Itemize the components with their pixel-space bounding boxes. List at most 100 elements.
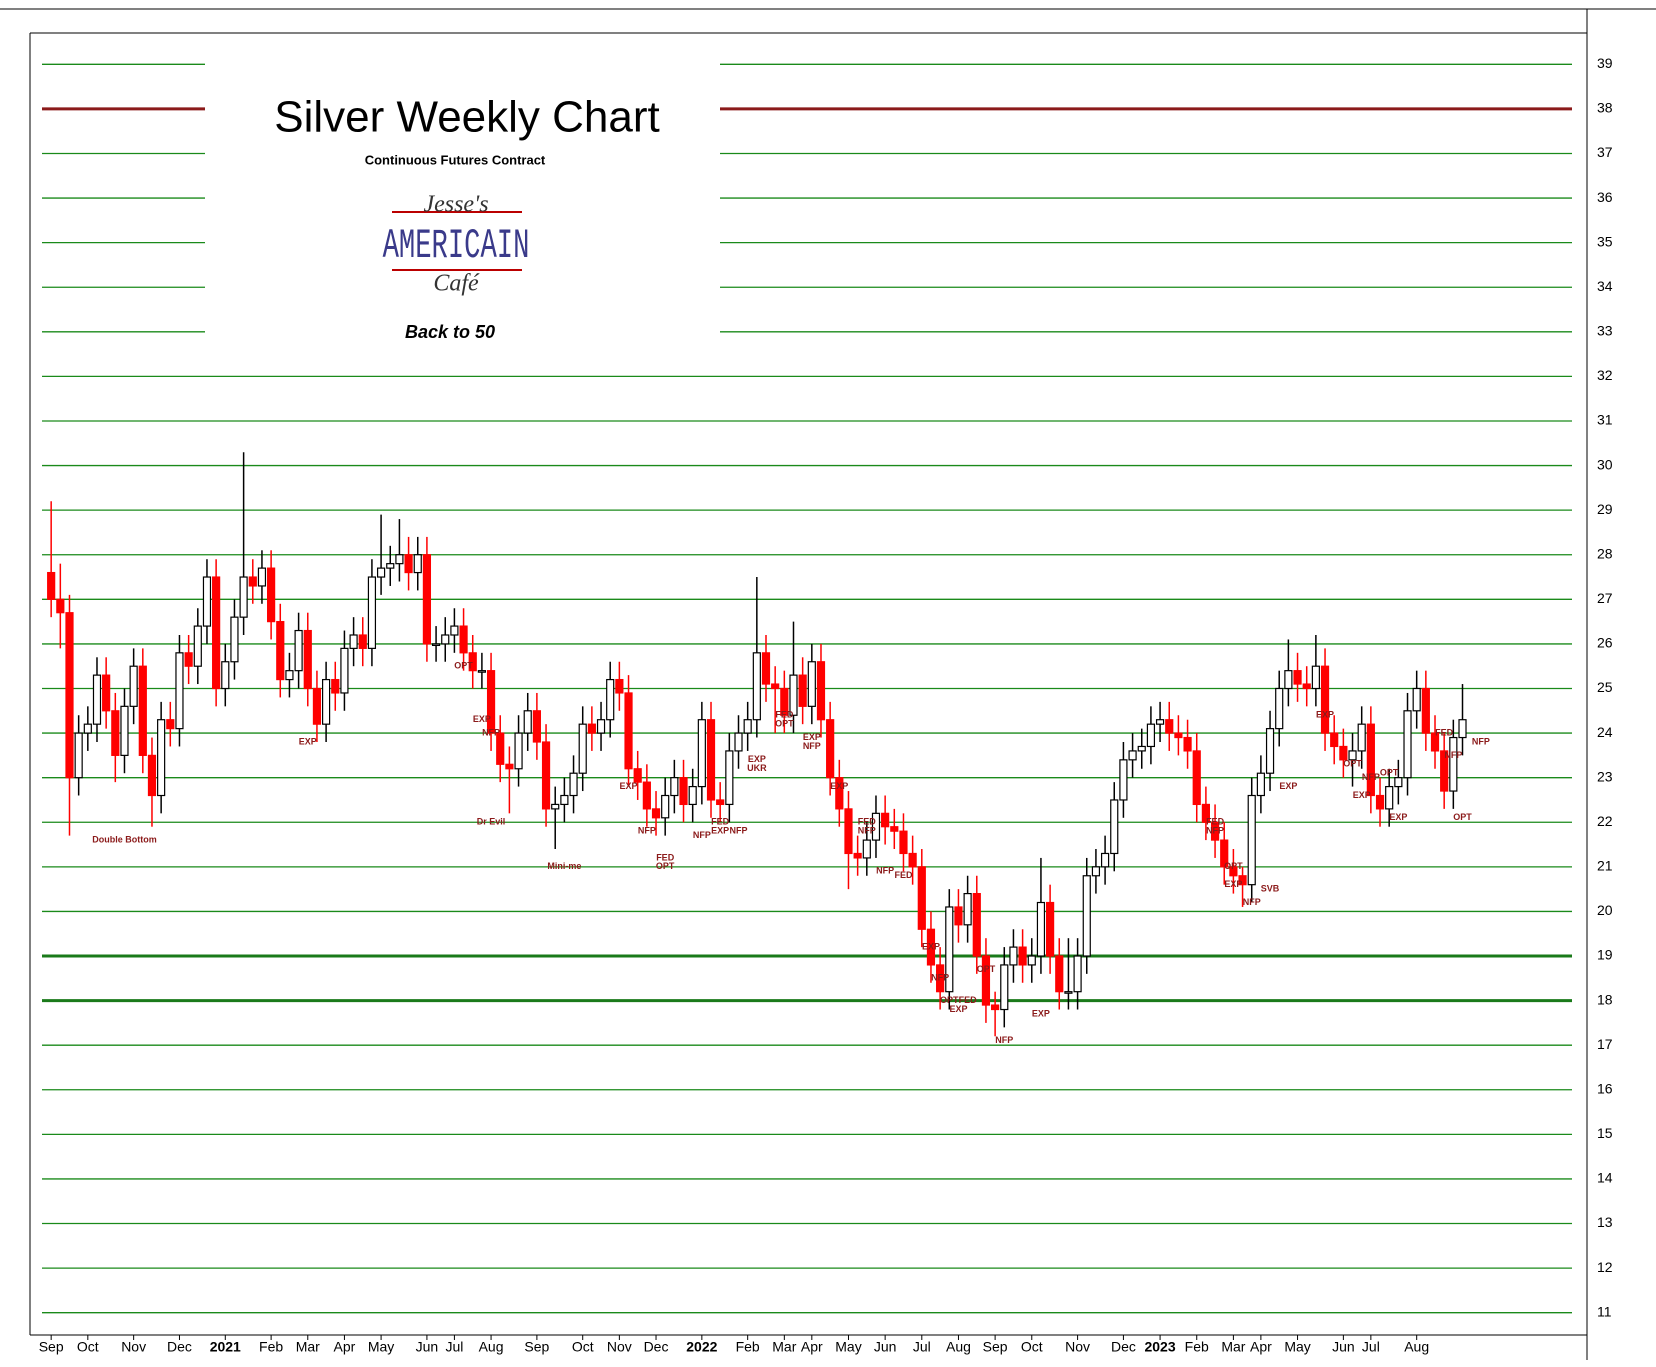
candle-body: [193, 625, 202, 667]
candle-body: [1073, 955, 1082, 993]
candle-body: [468, 652, 477, 672]
candle-body: [294, 629, 303, 672]
candle-body: [1027, 955, 1036, 966]
annotation: NFP: [1472, 736, 1490, 746]
annotation: EXP: [473, 714, 491, 724]
y-tick-label: 26: [1597, 635, 1613, 651]
annotation: EXP: [1316, 710, 1334, 720]
candle-body: [761, 652, 771, 685]
annotation: EXP: [1224, 879, 1242, 889]
candle-body: [1165, 719, 1174, 734]
x-tick-label: Sep: [524, 1339, 549, 1355]
annotation: EXP: [620, 781, 638, 791]
y-tick-label: 33: [1597, 323, 1613, 339]
candle-body: [230, 616, 239, 663]
candle-body: [1394, 777, 1403, 788]
candle-body: [1458, 719, 1467, 739]
annotation: NFP: [730, 826, 748, 836]
y-tick-label: 18: [1597, 991, 1613, 1007]
x-tick-label: May: [835, 1339, 861, 1355]
candle-body: [413, 554, 422, 574]
candle-body: [798, 674, 807, 707]
x-tick-label: Nov: [1065, 1339, 1090, 1355]
candle-body: [661, 794, 670, 819]
candle-body: [376, 567, 386, 578]
candle-body: [587, 723, 596, 734]
y-tick-label: 15: [1597, 1125, 1613, 1141]
y-tick-label: 21: [1597, 858, 1613, 874]
candle-body: [312, 687, 322, 725]
x-tick-label: Apr: [801, 1339, 823, 1355]
x-tick-label: Jul: [445, 1339, 463, 1355]
candle-body: [991, 1004, 1000, 1011]
annotation: EXP: [803, 732, 821, 742]
candle-body: [74, 732, 83, 779]
candle-body: [771, 683, 780, 690]
candle-body: [642, 781, 651, 810]
annotation: FED: [656, 852, 675, 862]
annotation: EXP: [1353, 790, 1371, 800]
annotation: EXP: [949, 1004, 967, 1014]
candle-body: [670, 777, 679, 797]
y-tick-label: 32: [1597, 367, 1613, 383]
y-tick-label: 12: [1597, 1259, 1613, 1275]
y-tick-label: 23: [1597, 768, 1613, 784]
candle-body: [596, 719, 606, 734]
x-tick-label: Aug: [946, 1339, 971, 1355]
annotation: OPT: [656, 861, 675, 871]
annotation: EXP: [830, 781, 848, 791]
logo-text: AMERICAIN: [383, 223, 530, 270]
annotation: NFP: [803, 741, 821, 751]
candle-body: [578, 723, 587, 774]
y-tick-label: 39: [1597, 55, 1613, 71]
candle-body: [725, 750, 734, 806]
x-tick-label: Jul: [913, 1339, 931, 1355]
candle-body: [954, 906, 963, 926]
y-tick-label: 13: [1597, 1214, 1613, 1230]
candle-body: [523, 710, 532, 734]
annotation: NFP: [638, 826, 656, 836]
annotation: Mini-me: [547, 861, 581, 871]
candle-body: [422, 554, 432, 645]
chart-subtitle: Continuous Futures Contract: [365, 152, 546, 167]
annotation: EXP: [922, 941, 940, 951]
annotation: NFP: [876, 866, 894, 876]
y-tick-label: 34: [1597, 278, 1613, 294]
candle-body: [431, 643, 441, 647]
x-tick-label: Oct: [1021, 1339, 1043, 1355]
y-tick-label: 38: [1597, 100, 1613, 116]
candle-body: [1293, 670, 1302, 685]
candle-body: [1275, 687, 1284, 730]
candle-body: [212, 576, 221, 690]
y-tick-label: 37: [1597, 144, 1613, 160]
candle-body: [1064, 991, 1073, 994]
annotation: FED: [711, 817, 730, 827]
candle-body: [459, 625, 468, 654]
candle-body: [239, 576, 248, 618]
annotation: NFP: [995, 1035, 1013, 1045]
candle-body: [1339, 745, 1348, 761]
candle-body: [853, 852, 862, 859]
candle-body: [1036, 901, 1046, 957]
candle-body: [926, 928, 936, 966]
candle-body: [1018, 946, 1027, 966]
x-tick-label: Jun: [416, 1339, 439, 1355]
candle-body: [908, 852, 917, 868]
y-tick-label: 11: [1597, 1303, 1612, 1319]
candle-body: [129, 665, 138, 707]
annotation: NFP: [931, 973, 949, 983]
x-tick-label: Sep: [39, 1339, 64, 1355]
annotation: FED: [1435, 727, 1454, 737]
x-tick-label: Dec: [644, 1339, 669, 1355]
candle-body: [816, 661, 826, 721]
candle-body: [184, 652, 193, 667]
candle-body: [1311, 665, 1320, 690]
candle-body: [1284, 670, 1293, 690]
y-tick-label: 20: [1597, 902, 1613, 918]
candle-body: [1385, 785, 1394, 810]
y-tick-label: 29: [1597, 501, 1613, 517]
candle-body: [1210, 821, 1220, 841]
candle-body: [835, 777, 844, 810]
candle-body: [450, 625, 459, 636]
